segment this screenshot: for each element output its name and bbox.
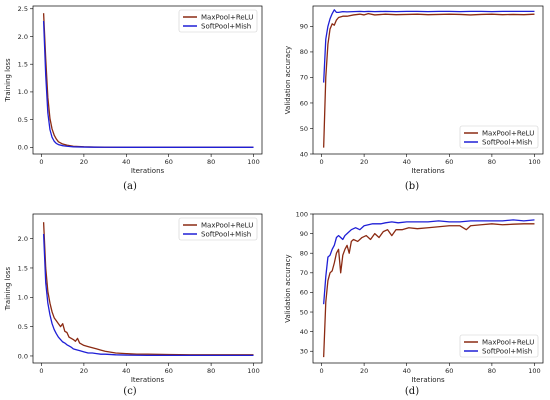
x-tick-label: 20 [360, 158, 368, 166]
x-tick-label: 60 [445, 158, 453, 166]
chart-panel-4: 0 20 40 60 80 100 30 40 50 60 70 80 90 100 Iterations V… [284, 210, 544, 397]
x-tick-label: 0 [319, 158, 323, 166]
y-tick-label: 0.5 [18, 116, 28, 124]
y-axis-title: Training loss [4, 58, 12, 103]
x-axis-title: Iterations [411, 167, 445, 175]
y-tick-label: 50 [300, 308, 308, 316]
y-tick-label: 2.5 [18, 5, 28, 13]
y-tick-label: 0.0 [18, 352, 28, 360]
legend-label: SoftPool+Mish [201, 230, 251, 238]
x-axis-title: Iterations [411, 376, 445, 384]
y-tick-label: 90 [300, 23, 308, 31]
x-tick-label: 80 [488, 158, 496, 166]
y-tick-label: 40 [300, 328, 308, 336]
y-tick-label: 90 [300, 230, 308, 238]
legend-label: MaxPool+ReLU [482, 338, 534, 346]
x-tick-label: 100 [247, 158, 259, 166]
x-tick-label: 60 [445, 367, 453, 375]
y-tick-label: 70 [300, 74, 308, 82]
x-tick-label: 100 [528, 367, 540, 375]
y-axis-title: Validation accuracy [284, 46, 292, 114]
x-tick-label: 80 [488, 367, 496, 375]
y-tick-label: 1.0 [18, 88, 28, 96]
x-tick-label: 80 [207, 158, 215, 166]
x-tick-label: 20 [360, 367, 368, 375]
legend-label: MaxPool+ReLU [201, 13, 253, 21]
legend-label: SoftPool+Mish [482, 138, 532, 146]
chart-panel-3: 0 20 40 60 80 100 0.0 0.5 1.0 1.5 2.0 Iterations Tra… [4, 213, 263, 397]
y-tick-label: 2.0 [18, 33, 28, 41]
y-tick-label: 30 [300, 348, 308, 356]
x-tick-label: 60 [165, 158, 173, 166]
x-tick-label: 100 [247, 367, 259, 375]
x-tick-label: 20 [80, 158, 88, 166]
panel-label: (c) [123, 386, 137, 397]
y-tick-label: 1.5 [18, 61, 28, 69]
y-tick-label: 100 [296, 210, 308, 218]
plot-frame [312, 5, 544, 155]
y-axis-title: Validation accuracy [284, 254, 292, 322]
plot-frame [312, 213, 544, 364]
chart-panel-2: 0 20 40 60 80 100 40 50 60 70 80 90 Iterations Valida… [284, 5, 544, 192]
legend-box [178, 217, 258, 241]
x-tick-label: 40 [122, 367, 130, 375]
x-tick-label: 40 [122, 158, 130, 166]
legend-box [459, 125, 539, 149]
y-tick-label: 0.5 [18, 323, 28, 331]
legend-box [459, 334, 539, 358]
y-tick-label: 60 [300, 289, 308, 297]
legend-label: MaxPool+ReLU [482, 129, 534, 137]
x-tick-label: 60 [165, 367, 173, 375]
legend-box [178, 9, 258, 33]
series-line-maxpool-relu [42, 222, 254, 356]
y-tick-label: 80 [300, 48, 308, 56]
panel-label: (b) [405, 181, 419, 192]
y-tick-label: 2.0 [18, 235, 28, 243]
x-tick-label: 100 [528, 158, 540, 166]
series-line-softpool-mish [42, 233, 254, 357]
y-tick-label: 1.5 [18, 264, 28, 272]
series-line-maxpool-relu [323, 13, 535, 148]
legend-label: SoftPool+Mish [201, 22, 251, 30]
x-tick-label: 20 [80, 367, 88, 375]
x-tick-label: 40 [403, 367, 411, 375]
x-tick-label: 0 [319, 367, 323, 375]
chart-panel-1: 0 20 40 60 80 100 0.0 0.5 1.0 1.5 2.0 2.5 Iterations… [4, 5, 263, 192]
x-axis-title: Iterations [131, 167, 165, 175]
y-tick-label: 40 [300, 150, 308, 158]
plot-frame [32, 5, 263, 155]
panel-label: (d) [405, 386, 419, 397]
x-tick-label: 80 [207, 367, 215, 375]
plot-frame [32, 213, 263, 364]
x-tick-label: 0 [39, 158, 43, 166]
panel-label: (a) [123, 181, 137, 192]
y-tick-label: 50 [300, 125, 308, 133]
y-tick-label: 1.0 [18, 294, 28, 302]
series-line-maxpool-relu [42, 13, 254, 148]
series-line-softpool-mish [323, 9, 535, 83]
y-tick-label: 80 [300, 250, 308, 258]
series-line-maxpool-relu [323, 223, 535, 358]
y-tick-label: 70 [300, 269, 308, 277]
x-axis-title: Iterations [131, 376, 165, 384]
legend-label: MaxPool+ReLU [201, 221, 253, 229]
y-tick-label: 60 [300, 99, 308, 107]
x-tick-label: 0 [39, 367, 43, 375]
legend-label: SoftPool+Mish [482, 347, 532, 355]
y-axis-title: Training loss [4, 266, 12, 311]
x-tick-label: 40 [403, 158, 411, 166]
series-line-softpool-mish [42, 20, 254, 148]
y-tick-label: 0.0 [18, 144, 28, 152]
series-line-softpool-mish [323, 219, 535, 305]
